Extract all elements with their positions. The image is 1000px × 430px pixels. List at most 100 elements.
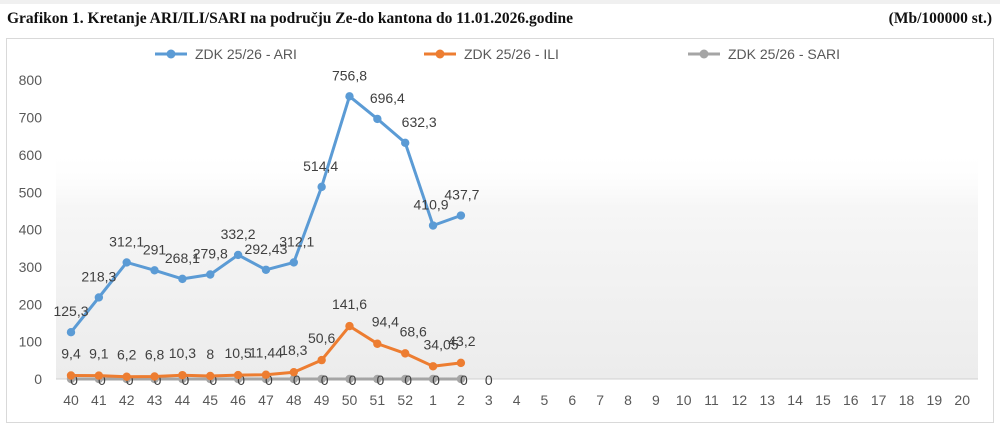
data-point <box>373 374 382 384</box>
x-tick-label: 44 <box>175 392 191 408</box>
x-tick-label: 18 <box>899 392 915 408</box>
series-zdk-25-26-ari: 125,3218,3312,1291268,1279,8332,2292,433… <box>53 67 480 337</box>
legend-marker-zdk-25-26-ari <box>166 49 176 59</box>
data-point <box>289 367 298 377</box>
data-point <box>94 293 104 302</box>
data-point <box>150 372 159 381</box>
data-label: 0 <box>182 372 190 388</box>
legend-marker-zdk-25-26-sari <box>699 49 709 59</box>
data-point <box>206 371 215 381</box>
data-label: 312,1 <box>279 233 314 249</box>
y-tick-label: 200 <box>19 296 43 312</box>
x-tick-label: 9 <box>652 392 660 408</box>
x-tick-label: 13 <box>759 392 775 408</box>
data-label: 514,4 <box>303 158 338 174</box>
data-point <box>345 374 354 384</box>
data-label: 410,9 <box>414 197 449 213</box>
series: 0 0 0 0 0 0 0 0 0 0 0 0 0 0 0 0 9,4 9,1 6,2 6,8 10,3 8 10,511,… <box>53 67 492 388</box>
legend-label-zdk-25-26-sari: ZDK 25/26 - SARI <box>728 46 840 62</box>
legend-marker-zdk-25-26-ili <box>435 49 445 59</box>
x-tick-label: 3 <box>485 392 493 408</box>
data-label: 10,3 <box>169 345 196 361</box>
data-label: 0 <box>321 372 329 388</box>
data-point <box>317 182 326 192</box>
data-label: 50,6 <box>308 330 335 346</box>
data-label: 0 <box>70 372 78 388</box>
data-label: 43,2 <box>448 333 475 349</box>
y-tick-label: 0 <box>34 371 42 387</box>
data-label: 6,2 <box>117 347 137 363</box>
y-tick-label: 700 <box>19 110 43 126</box>
data-point <box>178 370 187 380</box>
x-tick-label: 20 <box>954 392 970 408</box>
data-label: 94,4 <box>372 314 399 330</box>
y-tick-label: 500 <box>19 184 43 200</box>
x-tick-label: 4 <box>513 392 521 408</box>
data-label: 0 <box>432 372 440 388</box>
x-tick-label: 45 <box>202 392 218 408</box>
data-label: 9,1 <box>89 346 109 362</box>
x-tick-label: 14 <box>787 392 803 408</box>
data-label: 0 <box>237 372 245 388</box>
data-label: 279,8 <box>193 245 228 261</box>
data-point <box>261 265 271 274</box>
data-point <box>428 374 438 384</box>
data-point <box>428 362 438 371</box>
x-tick-label: 19 <box>927 392 943 408</box>
chart-units: (Mb/100000 st.) <box>888 10 992 27</box>
x-tick-label: 52 <box>397 392 413 408</box>
data-label: 10,5 <box>224 345 251 361</box>
legend-label-zdk-25-26-ari: ZDK 25/26 - ARI <box>195 46 297 62</box>
data-point <box>456 374 466 384</box>
x-tick-label: 8 <box>624 392 632 408</box>
legend-label-zdk-25-26-ili: ZDK 25/26 - ILI <box>464 46 559 62</box>
x-tick-label: 48 <box>286 392 302 408</box>
data-point <box>373 339 382 348</box>
data-point <box>289 258 298 267</box>
data-point <box>122 372 131 381</box>
x-tick-label: 7 <box>596 392 604 408</box>
x-tick-label: 17 <box>871 392 887 408</box>
data-label: 0 <box>126 372 134 388</box>
y-tick-label: 800 <box>19 72 43 88</box>
data-point <box>150 266 159 275</box>
x-tick-label: 1 <box>429 392 437 408</box>
data-label: 34,05 <box>424 336 459 352</box>
x-tick-label: 47 <box>258 392 274 408</box>
data-label: 437,7 <box>444 187 479 203</box>
data-point <box>317 355 326 365</box>
data-point <box>456 358 466 368</box>
x-tick-label: 49 <box>314 392 330 408</box>
data-label: 0 <box>349 372 357 388</box>
data-point <box>401 138 410 148</box>
data-label: 18,3 <box>280 342 307 358</box>
x-tick-label: 5 <box>541 392 549 408</box>
data-label: 312,1 <box>109 233 144 249</box>
plot-area-shade <box>56 150 978 379</box>
data-point <box>317 374 326 384</box>
y-tick-label: 400 <box>19 222 43 238</box>
data-label: 0 <box>265 372 273 388</box>
data-label: 125,3 <box>53 303 88 319</box>
data-label: 696,4 <box>370 90 405 106</box>
data-label: 0 <box>485 372 493 388</box>
x-tick-label: 50 <box>342 392 358 408</box>
data-point <box>345 92 354 101</box>
x-tick-label: 42 <box>119 392 135 408</box>
data-point <box>233 370 243 380</box>
chart-title: Grafikon 1. Kretanje ARI/ILI/SARI na pod… <box>7 10 573 27</box>
x-tick-label: 2 <box>457 392 465 408</box>
data-label: 0 <box>404 372 412 388</box>
data-label: 291 <box>143 241 167 257</box>
data-label: 11,44 <box>249 345 283 361</box>
x-tick-label: 16 <box>843 392 859 408</box>
y-tick-label: 600 <box>19 147 43 163</box>
top-strip <box>0 0 1000 4</box>
x-tick-label: 51 <box>370 392 386 408</box>
data-point <box>206 270 215 279</box>
data-label: 68,6 <box>400 323 427 339</box>
x-tick-label: 10 <box>676 392 692 408</box>
